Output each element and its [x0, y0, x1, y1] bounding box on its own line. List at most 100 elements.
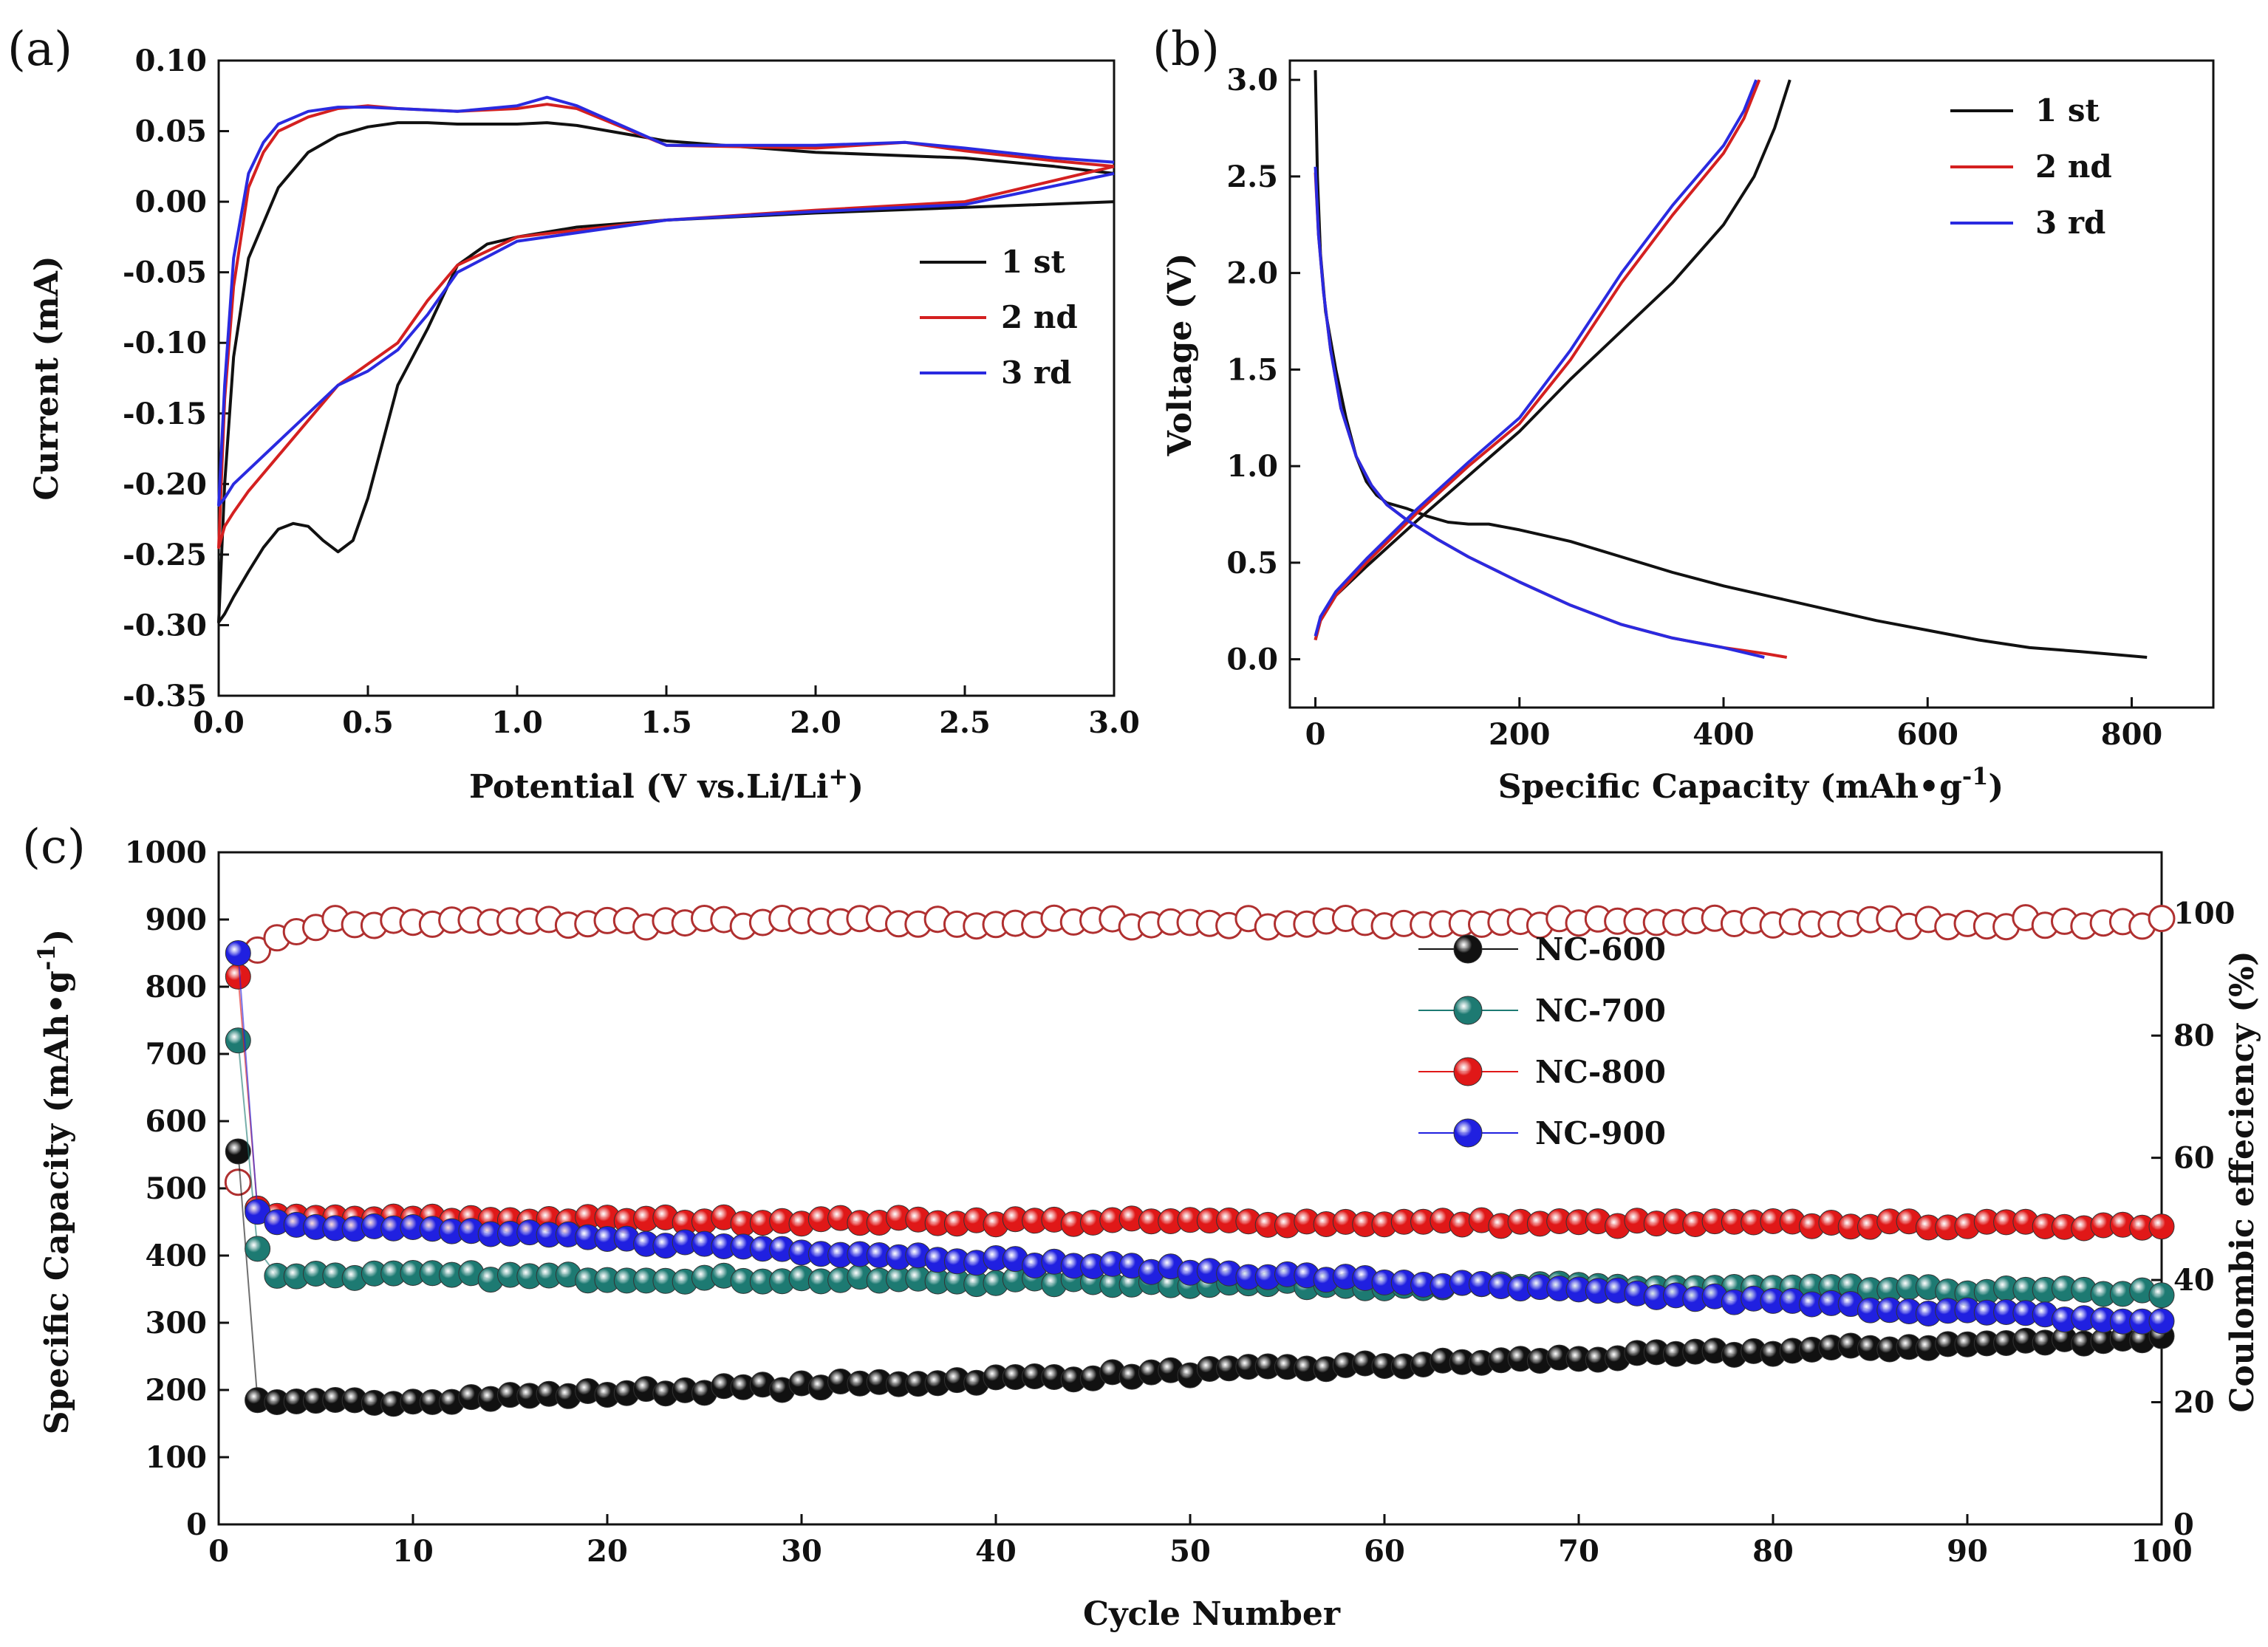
series-connector-NC-700	[237, 1040, 2162, 1296]
y2-tick-label: 40	[2173, 1263, 2215, 1298]
legend-swatch-ball	[1453, 996, 1483, 1025]
y-tick-label: 100	[146, 1440, 208, 1475]
x-tick-label: 400	[1693, 717, 1755, 752]
panel-c-y-axis: 0 100 200 300 400 500 600 700 800 900 1000	[125, 835, 229, 1542]
y-tick-label: 800	[146, 970, 208, 1004]
y-tick-label: 0.5	[1226, 546, 1278, 581]
x-tick-label: 90	[1947, 1534, 1988, 1569]
x-tick-label: 0.5	[342, 705, 394, 740]
legend-label: 1 st	[1001, 244, 1065, 280]
y-tick-label: -0.25	[123, 538, 207, 572]
x-tick-label: 30	[781, 1534, 822, 1569]
series-line-3rd	[1314, 79, 1765, 659]
y-tick-label: 400	[146, 1239, 208, 1273]
y-tick-label: 0.05	[135, 114, 207, 149]
point-NC-600	[225, 1138, 251, 1165]
point-NC-700	[225, 1027, 251, 1054]
panel-c-ylabel: Specific Capacity (mAh•g-1)	[33, 929, 76, 1434]
y-tick-label: 200	[146, 1373, 208, 1408]
series-line-2nd	[217, 103, 1115, 549]
y2-tick-label: 0	[2173, 1507, 2194, 1542]
panel-c-x-axis: 0 10 20 30 40 50 60 70 80 90 100	[208, 1514, 2193, 1569]
panel-a-series	[217, 95, 1115, 624]
point-NC-800	[225, 963, 251, 990]
x-tick-label: 40	[975, 1534, 1017, 1569]
y-tick-label: 1.5	[1226, 352, 1278, 387]
panel-b-charge-discharge-chart: (b) 0.00.51.01.52.02.53.0 0 200 400 600 800 …	[1152, 22, 2215, 806]
x-tick-label: 0	[1305, 717, 1326, 752]
panel-a-xlabel: Potential (V vs.Li/Li+)	[469, 762, 864, 806]
panel-c-y2-axis: 0 20 40 60 80 100	[2151, 897, 2235, 1542]
y-tick-label: 3.0	[1226, 63, 1278, 97]
panel-c-frame	[217, 851, 2163, 1526]
panel-b-x-axis: 0 200 400 600 800	[1305, 697, 2162, 752]
y-tick-label: 0.0	[1226, 643, 1278, 677]
panel-b-xlabel: Specific Capacity (mAh•g-1)	[1498, 762, 2004, 806]
panel-a-cv-chart: (a) 0.10 0.05 0.00 -0.05 -0.10 -0.15 -0.20 -0.2…	[7, 22, 1140, 806]
panel-a-y-axis: 0.10 0.05 0.00 -0.05 -0.10 -0.15 -0.20 -0.25 -0.…	[123, 44, 229, 713]
series-line-1st	[1314, 70, 2148, 659]
y2-tick-label: 80	[2173, 1018, 2215, 1053]
panel-a-ylabel: Current (mA)	[28, 256, 66, 500]
x-tick-label: 0	[208, 1534, 229, 1569]
y-tick-label: -0.10	[123, 326, 207, 360]
panel-c-legend: NC-600 NC-700 NC-800 NC-900	[1418, 931, 1666, 1151]
x-tick-label: 3.0	[1088, 705, 1140, 740]
legend-label: NC-700	[1535, 993, 1666, 1029]
x-tick-label: 1.5	[641, 705, 692, 740]
x-tick-label: 70	[1558, 1534, 1599, 1569]
x-tick-label: 1.0	[491, 705, 543, 740]
legend-label: 1 st	[2035, 92, 2100, 129]
y-tick-label: 700	[146, 1037, 208, 1072]
x-tick-label: 80	[1752, 1534, 1794, 1569]
legend-swatch-ball	[1453, 1057, 1483, 1086]
y-tick-label: -0.30	[123, 608, 207, 643]
legend-label: 2 nd	[1001, 299, 1078, 335]
y-tick-label: 500	[146, 1171, 208, 1206]
x-tick-label: 2.5	[939, 705, 991, 740]
x-tick-label: 2.0	[790, 705, 841, 740]
x-tick-label: 200	[1489, 717, 1551, 752]
legend-label: 2 nd	[2035, 148, 2112, 185]
panel-a-label: (a)	[7, 22, 72, 77]
point-NC-900	[2148, 1308, 2175, 1335]
y-tick-label: 2.0	[1226, 256, 1278, 291]
y-tick-label: 1000	[125, 835, 207, 870]
y-tick-label: 900	[146, 903, 208, 937]
legend-label: 3 rd	[2035, 205, 2105, 241]
x-tick-label: 50	[1169, 1534, 1211, 1569]
panel-a-x-axis: 0.0 0.5 1.0 1.5 2.0 2.5 3.0	[193, 685, 1140, 740]
y-tick-label: 1.0	[1226, 449, 1278, 484]
y-tick-label: 0.10	[135, 44, 207, 78]
y-tick-label: 2.5	[1226, 160, 1278, 194]
y-tick-label: -0.20	[123, 467, 207, 501]
y2-tick-label: 60	[2173, 1141, 2215, 1176]
legend-label: NC-900	[1535, 1115, 1666, 1151]
panel-c-y2label: Coulombic effeciency (%)	[2224, 951, 2261, 1412]
series-connector-NC-800	[237, 976, 2162, 1230]
x-tick-label: 10	[392, 1534, 434, 1569]
panel-a-legend: 1 st 2 nd 3 rd	[920, 244, 1078, 391]
y2-tick-label: 100	[2173, 897, 2235, 931]
panel-b-label: (b)	[1152, 22, 1220, 77]
y-tick-label: 0	[186, 1507, 207, 1542]
legend-swatch-ball	[1453, 934, 1483, 964]
series-line-1st	[217, 121, 1115, 624]
legend-swatch-ball	[1453, 1118, 1483, 1148]
y2-tick-label: 20	[2173, 1386, 2215, 1420]
panel-b-ylabel: Voltage (V)	[1161, 253, 1199, 457]
panel-c-series	[225, 940, 2175, 1417]
legend-label: NC-800	[1535, 1054, 1666, 1090]
panel-c-xlabel: Cycle Number	[1083, 1595, 1341, 1633]
series-line-2nd	[1314, 79, 1788, 659]
point-NC-900	[225, 940, 251, 966]
x-tick-label: 600	[1897, 717, 1959, 752]
panel-c-coulombic-efficiency	[224, 904, 2176, 1196]
ce-point	[224, 1168, 252, 1196]
x-tick-label: 0.0	[193, 705, 245, 740]
y-tick-label: -0.35	[123, 679, 207, 713]
point-NC-800	[2148, 1213, 2175, 1240]
legend-label: NC-600	[1535, 931, 1666, 968]
